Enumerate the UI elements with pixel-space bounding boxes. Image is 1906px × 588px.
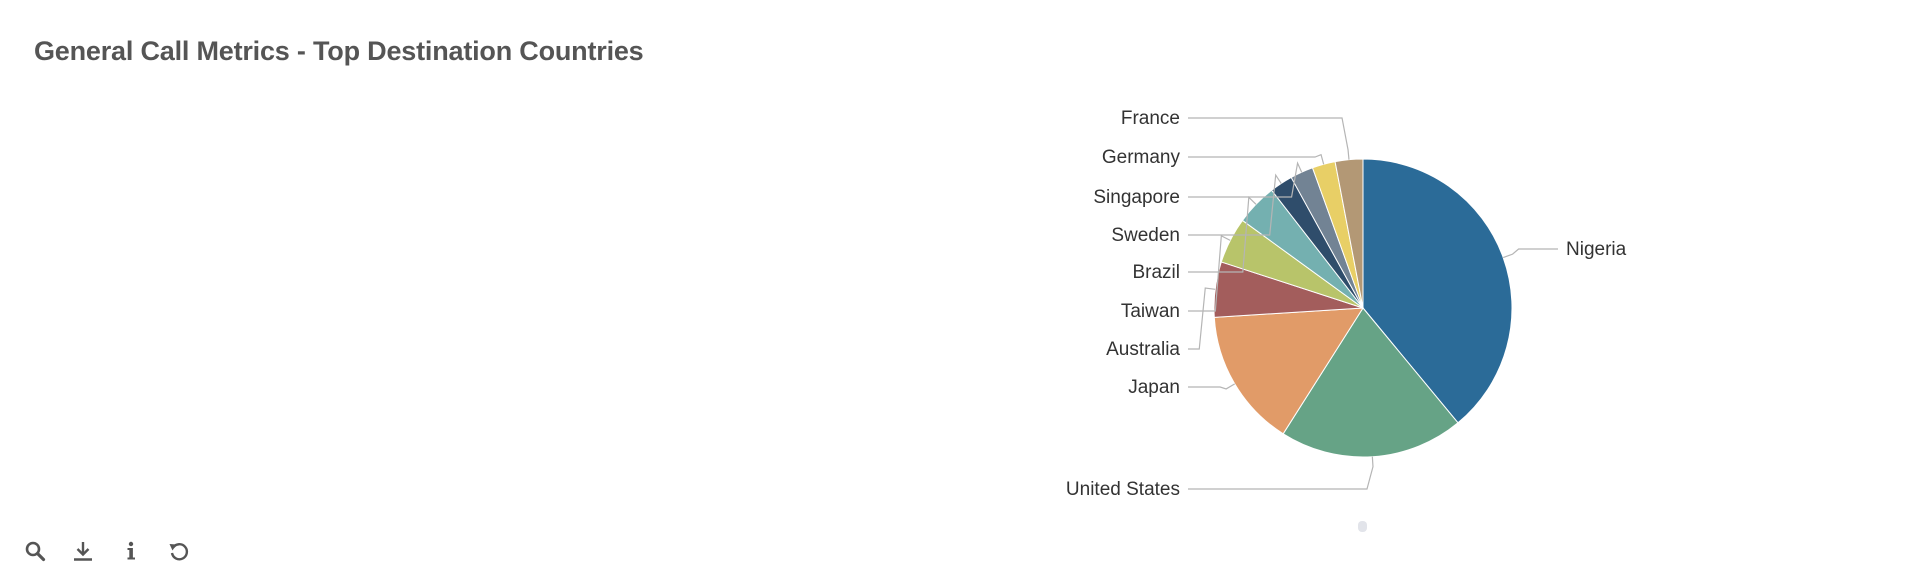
chart-toolbar xyxy=(22,538,214,564)
slice-label-taiwan: Taiwan xyxy=(1121,301,1180,322)
leader-line-france xyxy=(1188,117,1350,160)
panel-title: General Call Metrics - Top Destination C… xyxy=(34,36,644,66)
pie-slices xyxy=(1213,158,1513,458)
pie-slice-united-states[interactable] xyxy=(1282,307,1459,458)
leader-line-united-states xyxy=(1188,456,1374,490)
leader-line-japan xyxy=(1188,383,1236,390)
slice-label-brazil: Brazil xyxy=(1132,262,1180,283)
reset-icon[interactable] xyxy=(166,538,192,564)
leader-line-taiwan xyxy=(1188,234,1231,312)
leader-line-germany xyxy=(1188,153,1325,165)
leader-line-singapore xyxy=(1188,161,1303,198)
leader-line-australia xyxy=(1188,287,1216,350)
slice-label-australia: Australia xyxy=(1106,339,1180,360)
slice-label-france: France xyxy=(1121,108,1180,129)
magnifier-icon[interactable] xyxy=(22,538,48,564)
scroll-indicator xyxy=(1358,521,1367,532)
slice-label-sweden: Sweden xyxy=(1111,225,1180,246)
slice-label-japan: Japan xyxy=(1128,377,1180,398)
leader-line-nigeria xyxy=(1502,248,1558,259)
leader-line-sweden xyxy=(1188,173,1282,236)
slice-label-germany: Germany xyxy=(1102,147,1181,168)
download-icon[interactable] xyxy=(70,538,96,564)
slice-label-singapore: Singapore xyxy=(1093,187,1180,208)
slice-label-nigeria: Nigeria xyxy=(1566,239,1627,260)
slice-labels: Nigeria United States Japan Australia Taiwan… xyxy=(1066,108,1627,500)
info-icon[interactable] xyxy=(118,538,144,564)
slice-label-united-states: United States xyxy=(1066,479,1180,500)
leader-lines xyxy=(1188,117,1558,490)
